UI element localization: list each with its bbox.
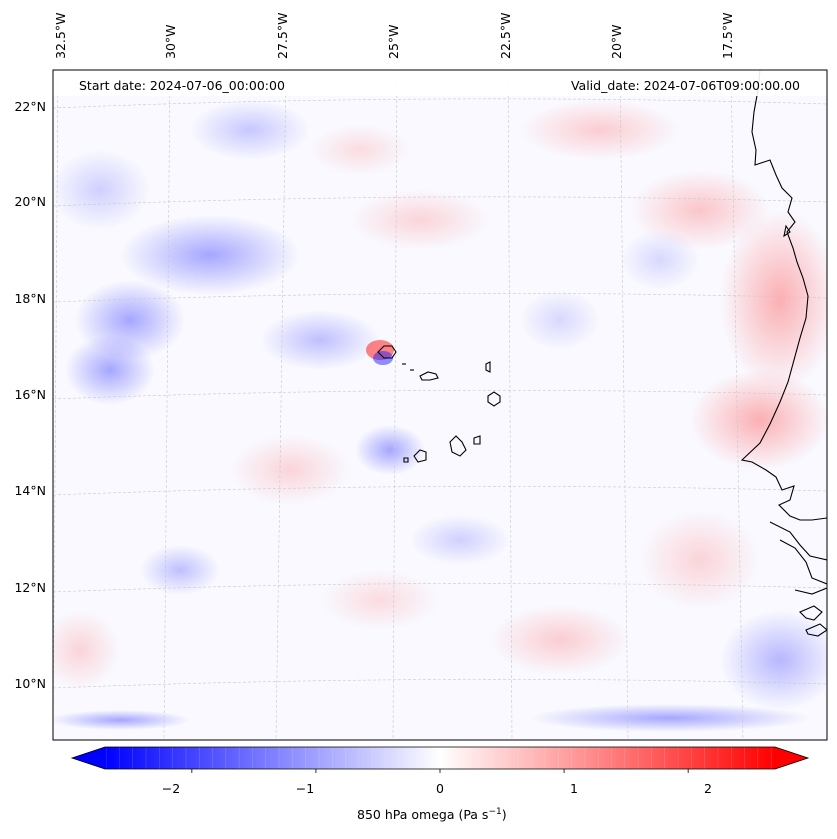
colorbar-tick-label: −2 bbox=[161, 781, 181, 796]
colorbar-extend-min bbox=[72, 747, 105, 769]
lat-label-22n: 22°N bbox=[14, 99, 46, 114]
colorbar-label-close: ) bbox=[501, 807, 507, 823]
lon-label-30w: 30°W bbox=[163, 24, 178, 59]
graticule bbox=[52, 69, 828, 741]
colorbar-tick-label: −1 bbox=[295, 781, 315, 796]
lat-label-20n: 20°N bbox=[14, 194, 46, 209]
lon-label-25w: 25°W bbox=[386, 24, 401, 59]
colorbar-extend-max bbox=[775, 747, 808, 769]
lat-label-18n: 18°N bbox=[14, 291, 46, 306]
map-frame bbox=[52, 69, 828, 741]
lat-label-14n: 14°N bbox=[14, 483, 46, 498]
lat-label-10n: 10°N bbox=[14, 676, 46, 691]
lon-label-17-5w: 17.5°W bbox=[720, 12, 735, 59]
valid-date-label: Valid_date: 2024-07-06T09:00:00.00 bbox=[570, 78, 800, 93]
coastline bbox=[740, 70, 827, 637]
cape-verde-islands bbox=[377, 345, 501, 463]
colorbar-tick-label: 2 bbox=[704, 781, 712, 796]
start-date-label: Start date: 2024-07-06_00:00:00 bbox=[79, 78, 285, 93]
colorbar-tick-label: 1 bbox=[570, 781, 578, 796]
colorbar bbox=[70, 746, 810, 773]
colorbar-label: 850 hPa omega (Pa s−1) bbox=[357, 807, 507, 822]
lat-label-16n: 16°N bbox=[14, 387, 46, 402]
lon-label-22-5w: 22.5°W bbox=[498, 12, 513, 59]
colorbar-tick-label: 0 bbox=[436, 781, 444, 796]
colorbar-label-exponent: −1 bbox=[488, 807, 502, 817]
lat-label-12n: 12°N bbox=[14, 580, 46, 595]
header-bar bbox=[53, 70, 827, 96]
lon-label-20w: 20°W bbox=[609, 24, 624, 59]
lon-label-32-5w: 32.5°W bbox=[53, 12, 68, 59]
colorbar-label-text: 850 hPa omega (Pa s bbox=[357, 807, 489, 823]
lon-label-27-5w: 27.5°W bbox=[275, 12, 290, 59]
